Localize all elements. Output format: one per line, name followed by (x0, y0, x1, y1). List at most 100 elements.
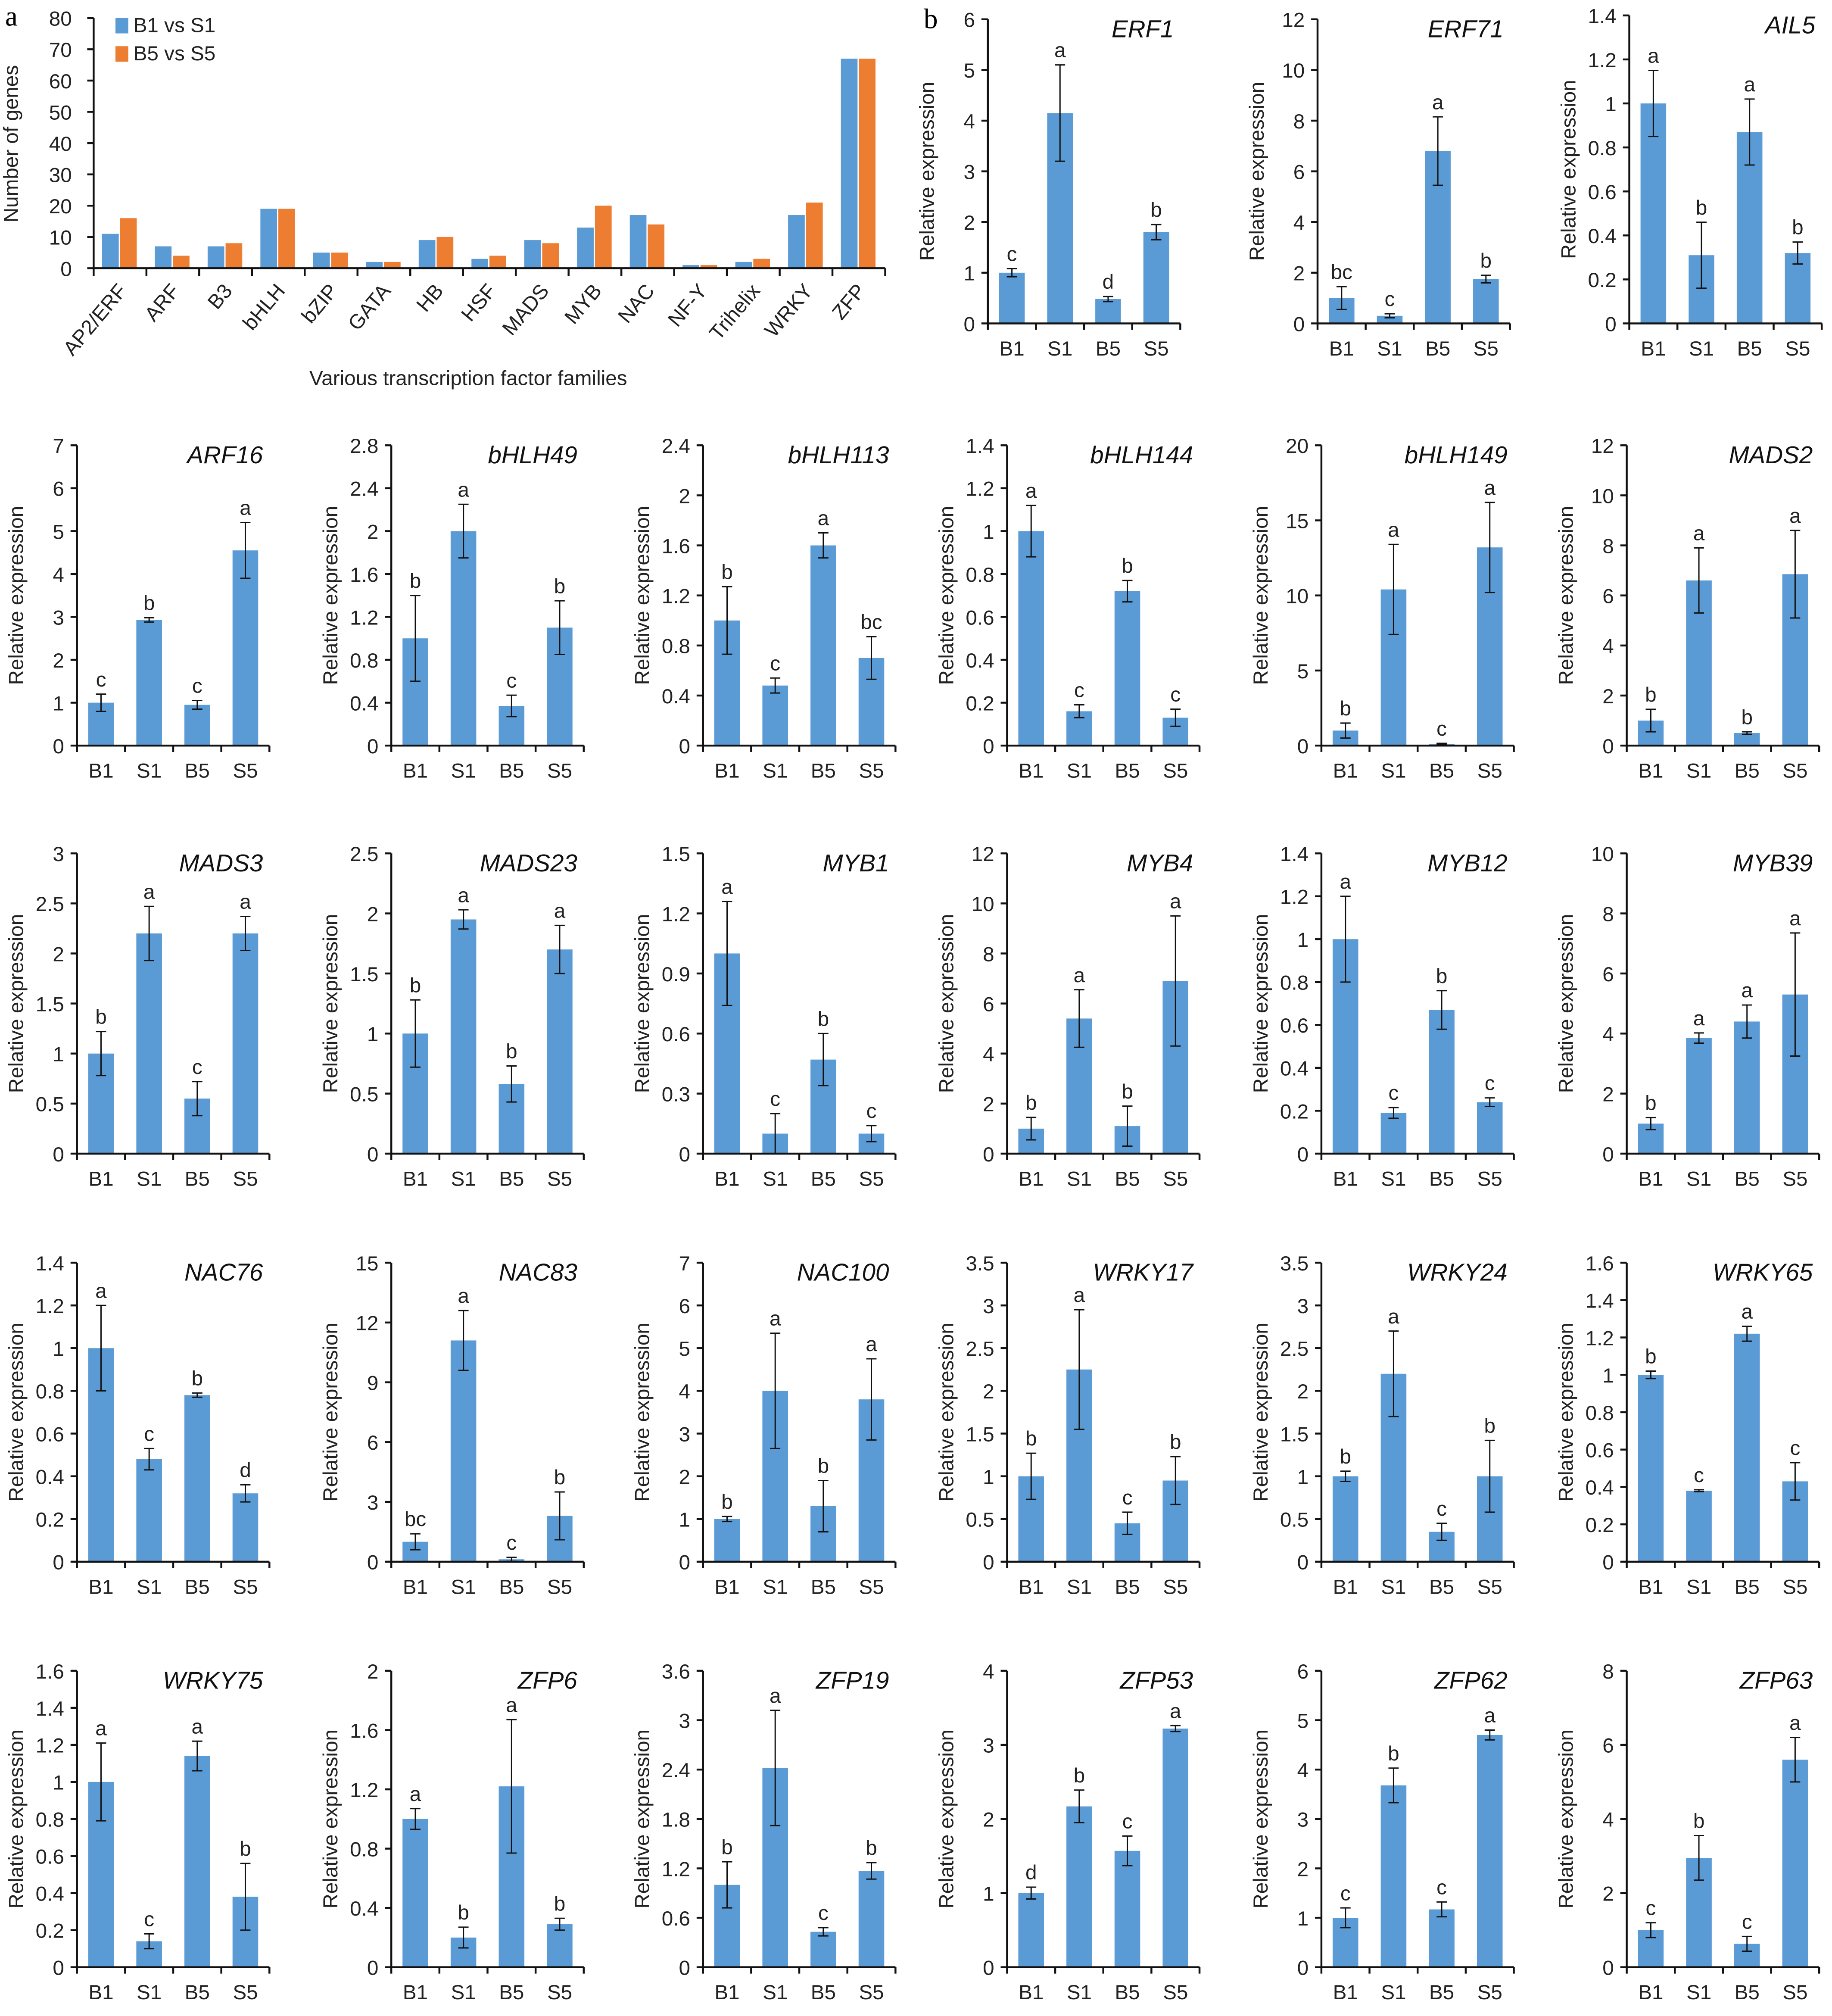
bar-b5-vs-s5 (700, 265, 717, 268)
y-tick-label: 1.8 (662, 1809, 690, 1832)
x-tick-label: S5 (547, 760, 572, 783)
y-tick-label: 1 (679, 1509, 690, 1532)
y-tick-label: 12 (1591, 435, 1614, 458)
significance-letter: b (1122, 1080, 1133, 1103)
y-tick-label: 12 (972, 843, 994, 866)
y-axis-label: Relative expression (5, 506, 28, 685)
significance-letter: b (818, 1008, 829, 1030)
bar (184, 705, 210, 746)
significance-letter: b (1388, 1742, 1399, 1765)
y-tick-label: 1.4 (36, 1698, 64, 1720)
x-tick-label: S5 (859, 1167, 884, 1190)
y-axis-label: Relative expression (935, 914, 958, 1093)
significance-letter: bc (405, 1508, 426, 1531)
x-tick-label: S5 (1782, 1981, 1807, 2004)
significance-letter: a (770, 1308, 781, 1330)
y-tick-label: 10 (1286, 585, 1309, 608)
y-tick-label: 0.4 (1586, 1476, 1614, 1499)
bar (762, 685, 788, 746)
bar (1429, 1909, 1455, 1967)
y-tick-label: 15 (1286, 510, 1309, 533)
x-tick-label: B1 (88, 760, 113, 783)
x-tick-label: S1 (1689, 337, 1714, 360)
significance-letter: a (721, 876, 733, 899)
x-tick-label: S5 (1163, 1576, 1188, 1598)
x-tick-label: S5 (1477, 1167, 1502, 1190)
x-tick-label: B5 (1115, 1981, 1140, 2004)
y-axis-label: Relative expression (1555, 914, 1578, 1093)
y-tick-label: 50 (49, 101, 72, 124)
y-tick-label: 0.4 (350, 1897, 378, 1920)
y-tick-label: 5 (679, 1338, 690, 1361)
y-tick-label: 2 (1297, 1858, 1309, 1881)
significance-letter: a (410, 1783, 421, 1806)
panel-label-b: b (924, 4, 938, 35)
significance-letter: a (1693, 1007, 1705, 1030)
significance-letter: b (410, 570, 421, 593)
y-tick-label: 2 (1297, 1380, 1309, 1403)
significance-letter: b (1484, 1414, 1495, 1437)
bar-b5-vs-s5 (542, 243, 559, 268)
x-tick-label: S5 (233, 760, 258, 783)
bar (810, 545, 836, 746)
significance-letter: b (866, 1837, 877, 1860)
significance-letter: b (1025, 1092, 1037, 1114)
x-tick-label: B5 (499, 1576, 524, 1598)
y-axis-label: Relative expression (319, 1729, 342, 1909)
x-tick-label: S5 (1163, 1981, 1188, 2004)
x-tick-label: S5 (547, 1576, 572, 1598)
y-tick-label: 2 (983, 1809, 994, 1832)
y-tick-label: 3 (983, 1735, 994, 1757)
bar-b5-vs-s5 (595, 206, 612, 268)
significance-letter: b (192, 1367, 203, 1390)
x-tick-label: B1 (88, 1576, 113, 1598)
subplot-wrky75: 0 0.2 0.4 0.6 0.8 1 1.2 1.4 1.6 Relative expressi… (5, 1660, 271, 2004)
x-tick-label: S1 (451, 760, 476, 783)
significance-letter: b (1645, 1345, 1657, 1368)
significance-letter: b (1170, 1431, 1181, 1454)
x-tick-label: B1 (1333, 760, 1358, 783)
subplot-zfp62: 0 1 2 3 4 5 6 Relative expression ZFP62 c B1 b S1 c B5… (1249, 1660, 1515, 2004)
y-tick-label: 7 (53, 435, 64, 458)
x-tick-label: HB (412, 280, 448, 316)
y-tick-label: 1 (1602, 1364, 1614, 1387)
y-tick-label: 1.6 (662, 535, 690, 558)
x-tick-label: B5 (185, 1576, 210, 1598)
y-tick-label: 6 (53, 478, 64, 501)
significance-letter: b (1741, 706, 1753, 729)
subplot-zfp53: 0 1 2 3 4 Relative expression ZFP53 d B1 b S1 c B5 a S… (935, 1660, 1201, 2004)
y-tick-label: 1.2 (662, 903, 690, 926)
significance-letter: a (770, 1685, 781, 1707)
significance-letter: a (1648, 45, 1659, 68)
significance-letter: c (1742, 1911, 1752, 1934)
y-tick-label: 8 (983, 943, 994, 966)
y-tick-label: 0 (679, 1551, 690, 1574)
significance-letter: c (96, 668, 106, 691)
y-tick-label: 2 (679, 1466, 690, 1489)
significance-letter: b (143, 592, 155, 615)
y-tick-label: 1.2 (662, 585, 690, 608)
bar (547, 1924, 573, 1967)
bar-b1-vs-s1 (155, 246, 172, 268)
y-tick-label: 7 (679, 1252, 690, 1275)
y-tick-label: 0 (367, 735, 379, 758)
y-tick-label: 8 (1293, 110, 1305, 133)
y-tick-label: 5 (963, 59, 975, 82)
subplot-nac76: 0 0.2 0.4 0.6 0.8 1 1.2 1.4 Relative expression N… (5, 1252, 271, 1598)
bar (1734, 1021, 1760, 1154)
y-tick-label: 1.4 (36, 1252, 64, 1275)
significance-letter: a (1054, 39, 1066, 62)
y-axis-label: Relative expression (1249, 1729, 1272, 1909)
x-tick-label: S1 (1067, 1981, 1092, 2004)
bar (184, 1395, 210, 1562)
x-tick-label: B5 (499, 760, 524, 783)
x-tick-label: S5 (859, 1576, 884, 1598)
y-tick-label: 2.4 (662, 1759, 690, 1782)
bar-b1-vs-s1 (577, 228, 594, 268)
bar-b5-vs-s5 (489, 256, 506, 268)
y-tick-label: 3 (679, 1423, 690, 1446)
x-tick-label: B5 (1096, 337, 1121, 360)
x-tick-label: S5 (1477, 760, 1502, 783)
subplot-myb39: 0 2 4 6 8 10 Relative expression MYB39 b B1 a S1 a B5… (1555, 843, 1820, 1190)
y-axis-label: Relative expression (319, 914, 342, 1093)
